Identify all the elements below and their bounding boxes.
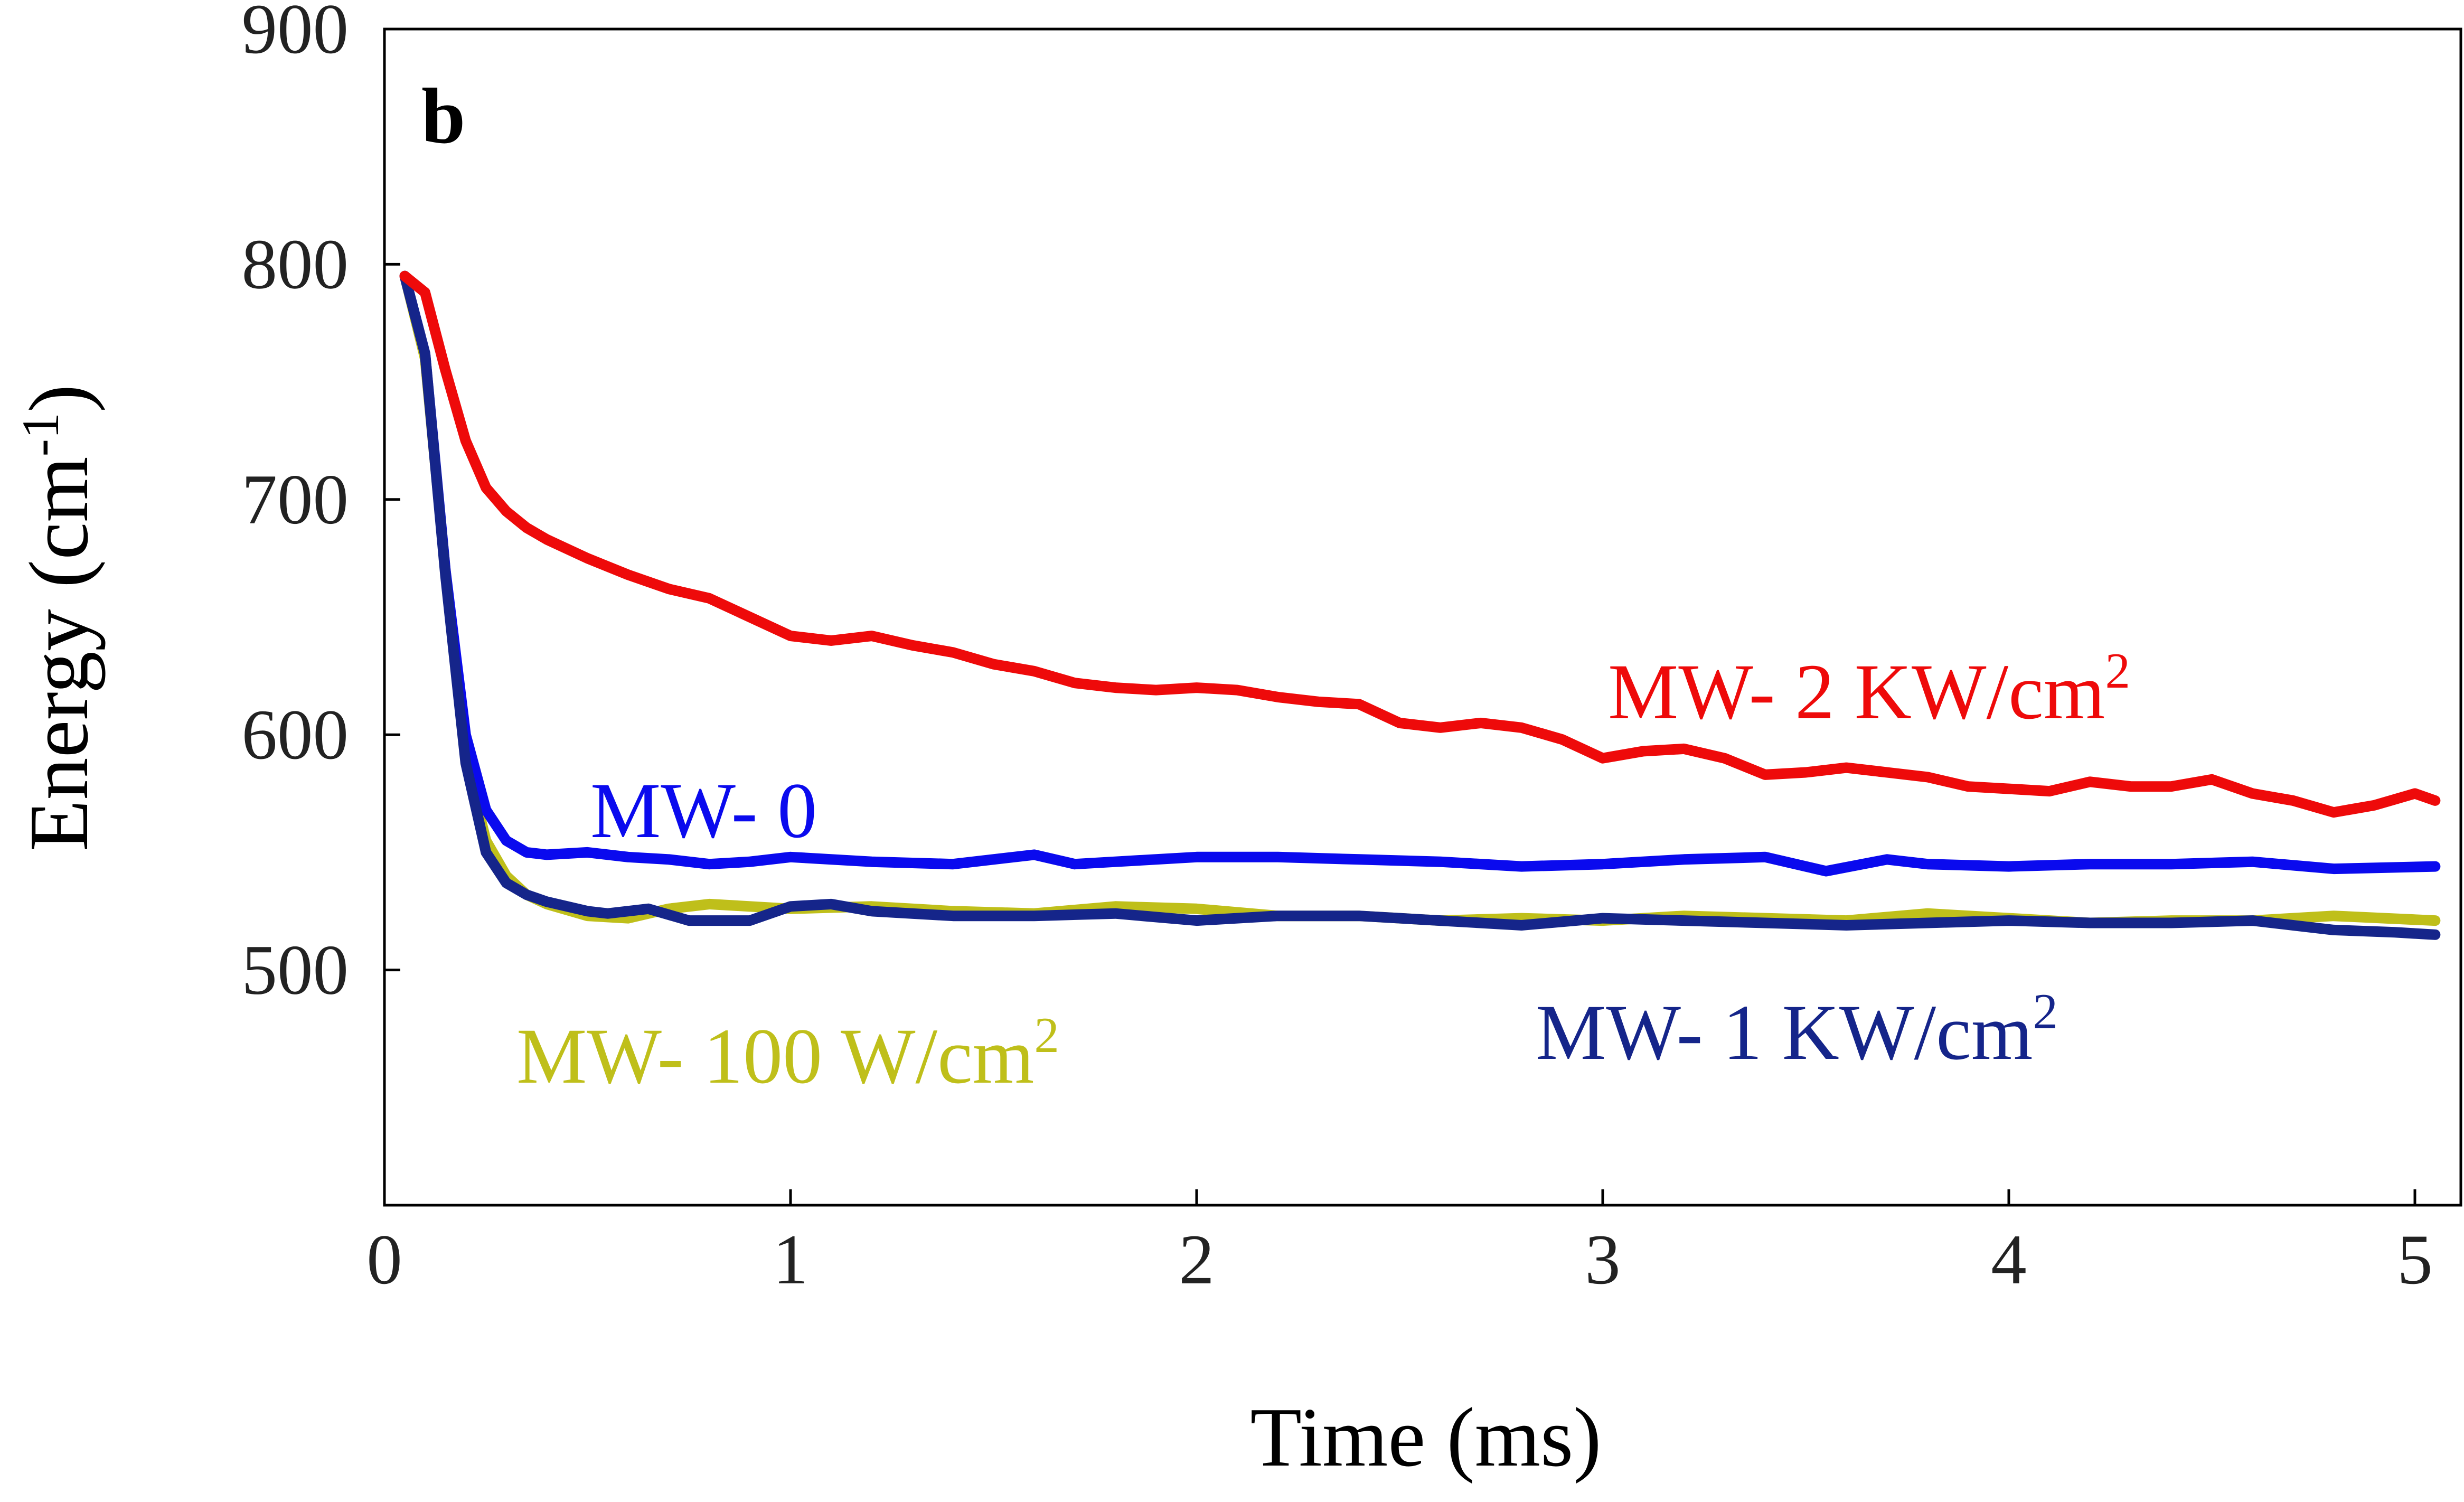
x-tick-label-0: 0 [366, 1221, 402, 1299]
y-axis-title-sup: -1 [11, 412, 70, 456]
series-label-mw-2kw-sup: 2 [2105, 643, 2130, 699]
series-layer [399, 270, 2441, 940]
y-tick-labels: 500 600 700 800 900 [242, 0, 349, 1010]
x-tick-label-5: 5 [2397, 1221, 2433, 1299]
x-tick-label-3: 3 [1585, 1221, 1621, 1299]
x-axis-title: Time (ms) [1250, 1390, 1601, 1484]
panel-letter: b [421, 72, 465, 160]
x-tick-label-4: 4 [1991, 1221, 2027, 1299]
y-axis-title-main: Energy (cm [12, 456, 106, 851]
y-tick-label-4: 900 [242, 0, 349, 69]
series-label-mw-1kw: MW- 1 KW/cm2 [1536, 983, 2058, 1076]
series-label-mw-100w: MW- 100 W/cm2 [516, 1007, 1059, 1100]
x-tick-label-1: 1 [773, 1221, 808, 1299]
series-label-mw-1kw-sup: 2 [2033, 983, 2058, 1039]
series-label-mw-1kw-text: MW- 1 KW/cm [1536, 989, 2033, 1076]
y-tick-label-0: 500 [242, 931, 349, 1010]
y-tick-label-3: 800 [242, 225, 349, 304]
x-tick-label-2: 2 [1179, 1221, 1215, 1299]
series-label-mw-100w-text: MW- 100 W/cm [516, 1012, 1034, 1100]
y-tick-label-2: 700 [242, 461, 349, 539]
series-line-1 [399, 270, 2441, 877]
y-tick-label-1: 600 [242, 696, 349, 774]
series-label-mw-2kw-text: MW- 2 KW/cm [1608, 648, 2105, 736]
series-line-3 [399, 270, 2441, 818]
series-label-mw-2kw: MW- 2 KW/cm2 [1608, 643, 2130, 736]
y-axis-title: Energy (cm-1) [11, 384, 106, 851]
series-label-mw-0: MW- 0 [590, 767, 817, 855]
plot-frame [383, 27, 2462, 1207]
x-tick-labels: 0 1 2 3 4 5 [366, 1221, 2433, 1299]
y-axis-title-suffix: ) [12, 384, 106, 412]
series-label-mw-100w-sup: 2 [1034, 1007, 1059, 1063]
series-label-mw-0-text: MW- 0 [590, 767, 817, 855]
series-line-2 [399, 270, 2441, 940]
